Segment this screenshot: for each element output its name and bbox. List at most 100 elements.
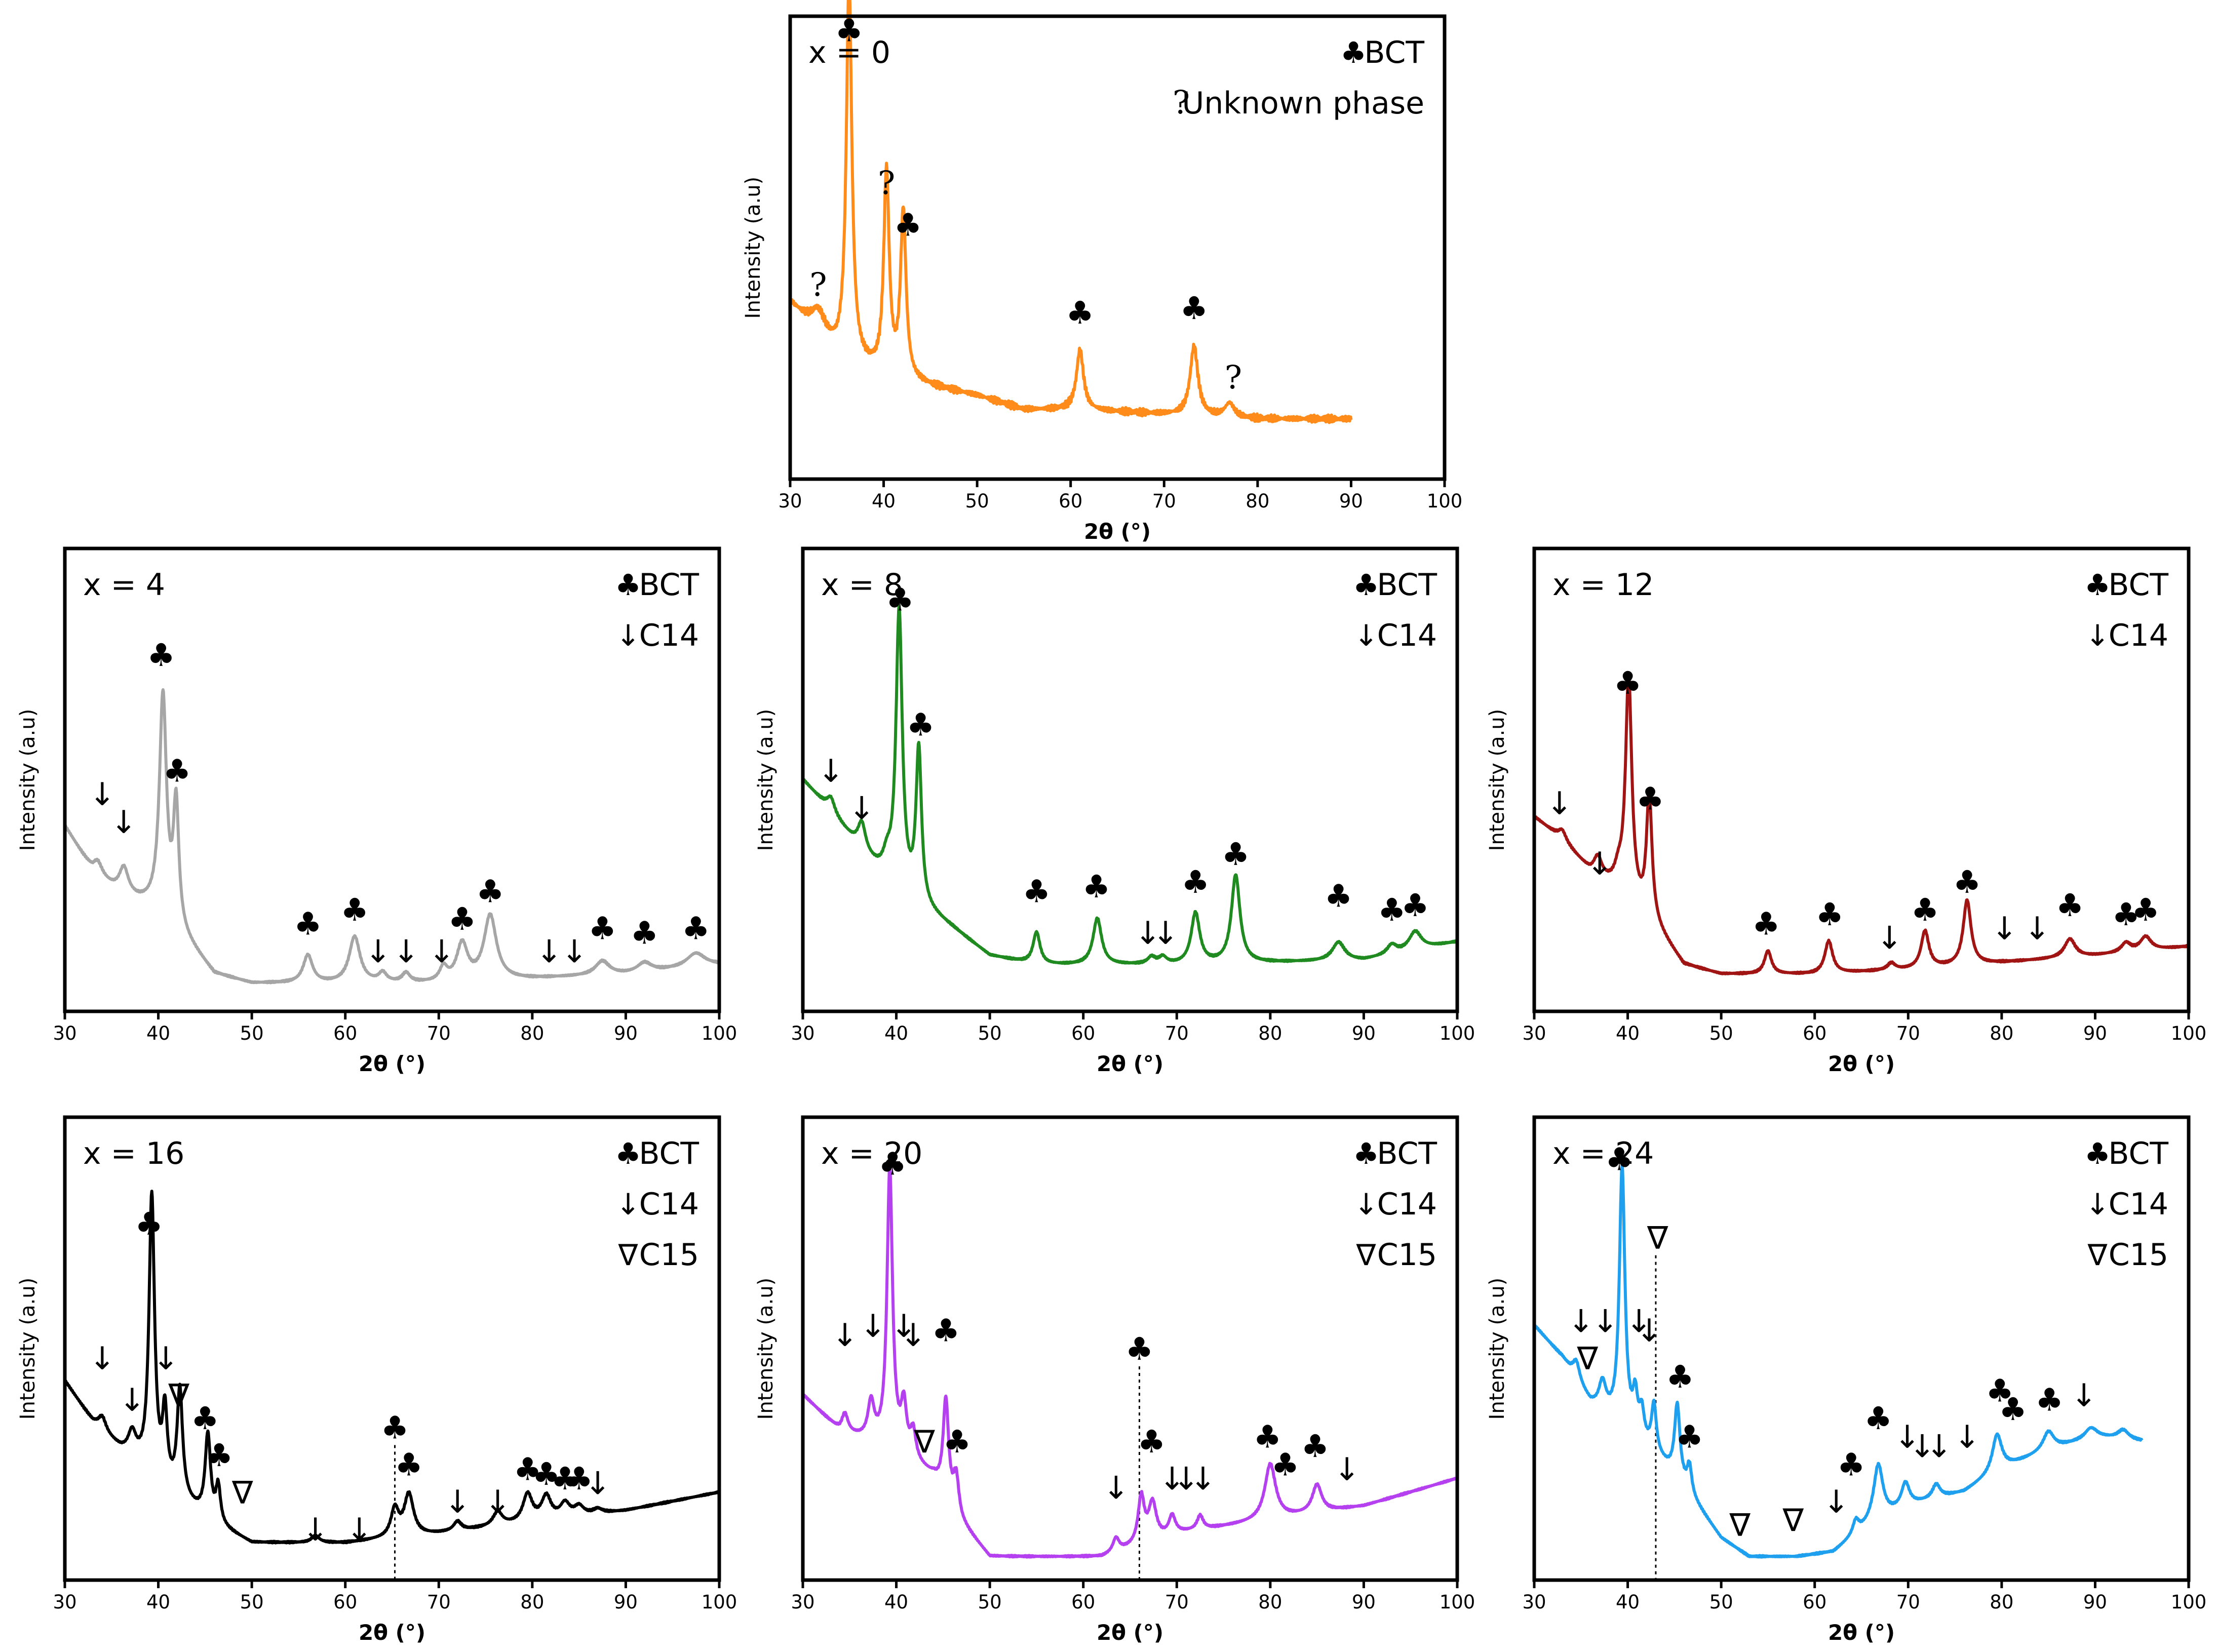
- peak-marker: ♣: [551, 1460, 579, 1497]
- x-axis-label: 2θ (°): [1097, 1051, 1163, 1076]
- peak-marker: ↓: [1636, 1312, 1662, 1349]
- x-axis-label: 2θ (°): [1097, 1620, 1163, 1645]
- peak-marker: ♣: [1999, 1391, 2027, 1428]
- legend-label: C15: [1377, 1237, 1437, 1273]
- x-tick-label: 30: [53, 1022, 76, 1044]
- panel-title: x = 20: [821, 1136, 922, 1171]
- peak-marker: ↓: [89, 775, 115, 812]
- x-tick-label: 50: [965, 490, 989, 512]
- peak-marker: ↓: [1546, 785, 1573, 822]
- x-tick-label: 70: [1152, 490, 1176, 512]
- peak-marker: ♣: [1986, 1372, 2014, 1409]
- peak-marker: ↓: [1103, 1469, 1129, 1506]
- x-axis-label: 2θ (°): [1084, 519, 1151, 544]
- xrd-pattern-x8: [801, 604, 1459, 965]
- xrd-pattern-x4: [63, 688, 721, 985]
- legend-label: BCT: [1364, 35, 1424, 70]
- peak-marker: ↓: [1190, 1460, 1216, 1497]
- peak-marker: ↓: [900, 1317, 926, 1354]
- x-axis-label: 2θ (°): [1828, 1620, 1895, 1645]
- peak-marker: ↓: [1334, 1451, 1360, 1488]
- x-tick-label: 80: [520, 1591, 544, 1613]
- peak-marker: ↓: [2024, 910, 2050, 947]
- peak-marker: ♣: [907, 706, 935, 743]
- peak-marker: ↓: [1626, 1303, 1652, 1340]
- peak-marker: ♣: [1254, 1419, 1282, 1456]
- y-axis-label: Intensity (a.u): [1486, 709, 1509, 851]
- x-tick-label: 60: [1071, 1022, 1095, 1044]
- peak-marker: ♣: [565, 1460, 593, 1497]
- peak-marker: ↓: [1152, 915, 1179, 952]
- peak-marker: ♣: [381, 1409, 409, 1446]
- legend-label: BCT: [639, 567, 699, 603]
- x-tick-label: 30: [778, 490, 802, 512]
- x-tick-label: 60: [1059, 490, 1082, 512]
- peak-marker: ↓: [152, 1340, 179, 1376]
- y-axis-label: Intensity (a.u): [754, 709, 777, 851]
- peak-marker: ↓: [818, 753, 844, 790]
- legend-label: C15: [639, 1237, 699, 1273]
- peak-marker: ?: [1225, 359, 1242, 397]
- plot-frame: [788, 14, 1447, 481]
- legend-label: C14: [639, 618, 699, 653]
- plot-frame: [63, 546, 721, 1013]
- x-tick-label: 60: [333, 1591, 357, 1613]
- peak-marker: ♣: [532, 1456, 561, 1492]
- peak-marker: ∇: [1576, 1340, 1598, 1376]
- legend-symbol: ∇: [618, 1238, 638, 1272]
- peak-marker: ↓: [848, 790, 875, 827]
- legend-symbol: ?: [1173, 84, 1190, 122]
- peak-marker: ∇: [1647, 1220, 1668, 1256]
- x-tick-label: 90: [614, 1591, 638, 1613]
- legend-label: BCT: [1377, 567, 1437, 603]
- x-tick-label: 40: [884, 1591, 908, 1613]
- plot-frame: [1532, 546, 2191, 1013]
- peak-marker: ↓: [890, 1307, 917, 1344]
- x-tick-label: 50: [978, 1022, 1002, 1044]
- peak-marker: ♣: [1082, 868, 1111, 905]
- peak-marker: ♣: [1666, 1358, 1694, 1395]
- x-axis-label: 2θ (°): [1828, 1051, 1895, 1076]
- peak-marker: ♣: [1066, 294, 1094, 331]
- peak-marker: ♣: [514, 1451, 542, 1488]
- peak-marker: ♣: [2112, 896, 2141, 933]
- peak-marker: ♣: [1953, 863, 1981, 900]
- peak-marker: ↓: [1926, 1428, 1952, 1465]
- peak-marker: ♣: [2131, 891, 2160, 928]
- peak-marker: ↓: [832, 1317, 858, 1354]
- peak-marker: ↓: [1173, 1460, 1199, 1497]
- panel-x4: 30 40 50 60 70 80 90 100 2θ (°) Intensity (a.u) x …: [16, 546, 737, 1076]
- x-tick-label: 70: [427, 1591, 451, 1613]
- panel-title: x = 24: [1552, 1136, 1654, 1171]
- y-axis-label: Intensity (a.u): [16, 1278, 40, 1420]
- peak-marker: ↓: [1991, 910, 2017, 947]
- peak-marker: ♣: [894, 206, 922, 243]
- x-tick-label: 40: [1616, 1591, 1640, 1613]
- peak-marker: ∇: [1729, 1506, 1751, 1543]
- x-axis-label: 2θ (°): [359, 1051, 425, 1076]
- legend-symbol: ↓: [2085, 1187, 2110, 1222]
- peak-marker: ♣: [448, 900, 477, 937]
- plot-frame: [801, 546, 1459, 1013]
- x-tick-label: 40: [146, 1591, 170, 1613]
- xrd-pattern-x20: [801, 1164, 1459, 1559]
- x-tick-label: 90: [614, 1022, 638, 1044]
- peak-marker: ↓: [1954, 1419, 1980, 1456]
- x-tick-label: 100: [1440, 1022, 1475, 1044]
- peak-marker: ∇: [913, 1423, 935, 1460]
- peak-marker: ?: [809, 266, 827, 304]
- xrd-pattern-x0: [789, 0, 1353, 424]
- peak-marker: ↓: [1876, 919, 1902, 956]
- peak-marker: ♣: [340, 891, 369, 928]
- peak-marker: ↓: [1592, 1303, 1618, 1340]
- peak-marker: ♣: [1023, 873, 1051, 910]
- y-axis-label: Intensity (a.u): [1486, 1278, 1509, 1420]
- peak-marker: ↓: [1894, 1419, 1920, 1456]
- x-tick-label: 80: [520, 1022, 544, 1044]
- panel-title: x = 8: [821, 567, 903, 603]
- peak-marker: ↓: [429, 933, 455, 970]
- x-tick-label: 50: [1709, 1591, 1733, 1613]
- peak-marker: ♣: [1378, 891, 1406, 928]
- peak-marker: ↓: [365, 933, 391, 970]
- legend-symbol: ↓: [616, 618, 641, 653]
